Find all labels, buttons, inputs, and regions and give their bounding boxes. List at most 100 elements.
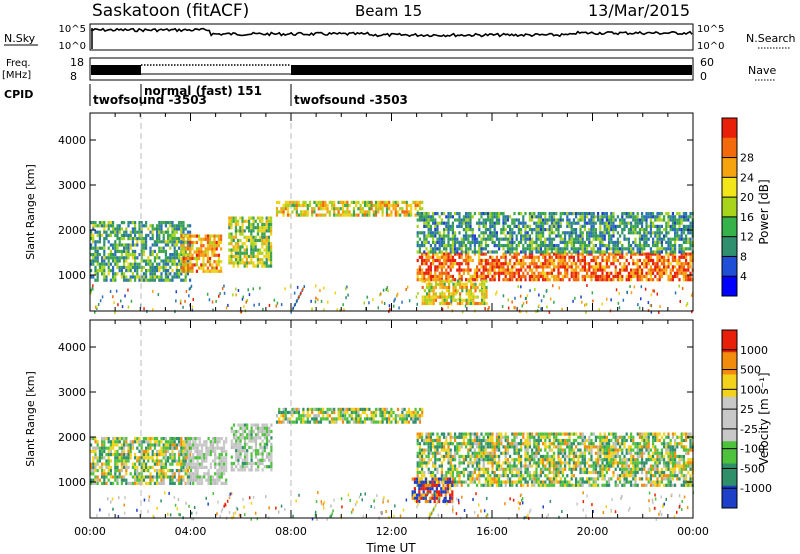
heatmap-cell: [243, 436, 247, 440]
heatmap-cell: [145, 246, 148, 250]
heatmap-cell: [103, 246, 106, 250]
heatmap-cell: [531, 278, 534, 282]
heatmap-cell: [180, 446, 183, 450]
heatmap-cell: [205, 443, 208, 447]
heatmap-cell: [542, 268, 545, 272]
heatmap-cell: [687, 268, 690, 272]
heatmap-cell: [456, 240, 459, 244]
heatmap-cell: [215, 266, 218, 270]
heatmap-cell: [632, 268, 635, 272]
heatmap-cell: [669, 250, 672, 254]
heatmap-cell: [216, 443, 219, 447]
heatmap-cell: [324, 417, 327, 421]
heatmap-cell: [302, 213, 305, 217]
heatmap-cell: [328, 213, 331, 217]
heatmap-cell: [421, 461, 424, 465]
heatmap-cell: [116, 469, 119, 473]
freq-band-right: [291, 65, 692, 75]
heatmap-cell: [592, 299, 594, 303]
heatmap-cell: [173, 237, 176, 241]
heatmap-cell: [123, 443, 126, 447]
heatmap-cell: [116, 259, 119, 263]
heatmap-cell: [173, 262, 176, 266]
heatmap-cell: [295, 210, 298, 214]
heatmap-cell: [577, 252, 580, 256]
heatmap-cell: [416, 271, 419, 275]
heatmap-cell: [445, 244, 448, 248]
heatmap-cell: [372, 210, 375, 214]
heatmap-cell: [120, 243, 123, 247]
heatmap-cell: [612, 228, 615, 232]
heatmap-cell: [211, 250, 214, 254]
heatmap-cell: [178, 443, 181, 447]
heatmap-cell: [388, 417, 391, 421]
heatmap-cell: [588, 221, 591, 225]
heatmap-cell: [434, 240, 437, 244]
heatmap-cell: [416, 464, 419, 468]
heatmap-cell: [270, 436, 273, 440]
heatmap-cell: [588, 237, 591, 241]
heatmap-cell: [315, 213, 318, 217]
heatmap-cell: [463, 282, 466, 286]
heatmap-cell: [594, 228, 597, 232]
heatmap-cell: [330, 203, 334, 208]
heatmap-cell: [491, 212, 494, 216]
heatmap-cell: [416, 250, 419, 254]
heatmap-cell: [232, 238, 235, 243]
heatmap-cell: [107, 272, 110, 276]
heatmap-cell: [451, 244, 454, 248]
heatmap-cell: [482, 231, 485, 235]
heatmap-cell: [495, 250, 498, 254]
heatmap-cell: [440, 250, 443, 254]
heatmap-cell: [180, 237, 183, 241]
heatmap-cell: [218, 459, 221, 463]
heatmap-cell: [192, 462, 195, 466]
heatmap-cell: [414, 410, 417, 415]
heatmap-cell: [480, 237, 483, 241]
heatmap-cell: [337, 407, 340, 411]
heatmap-cell: [654, 274, 657, 279]
heatmap-cell: [292, 306, 294, 310]
heatmap-cell: [237, 289, 240, 292]
heatmap-cell: [252, 261, 255, 265]
heatmap-cell: [270, 465, 273, 469]
heatmap-cell: [112, 224, 115, 228]
heatmap-cell: [513, 247, 516, 251]
heatmap-cell: [445, 252, 448, 256]
heatmap-cell: [153, 481, 156, 485]
heatmap-cell: [674, 244, 677, 248]
heatmap-cell: [250, 229, 253, 233]
heatmap-cell: [189, 459, 193, 463]
heatmap-cell: [623, 268, 626, 272]
heatmap-cell: [175, 269, 178, 273]
heatmap-cell: [682, 228, 685, 232]
heatmap-cell: [416, 224, 419, 228]
heatmap-cell: [456, 247, 459, 251]
heatmap-cell: [123, 243, 126, 247]
heatmap-cell: [291, 210, 294, 214]
heatmap-cell: [575, 278, 578, 282]
heatmap-cell: [592, 265, 595, 269]
heatmap-cell: [127, 459, 130, 463]
heatmap-cell: [254, 433, 258, 437]
heatmap-cell: [256, 226, 259, 230]
heatmap-cell: [654, 234, 657, 238]
heatmap-cell: [414, 407, 417, 411]
heatmap-cell: [471, 240, 474, 244]
heatmap-cell: [94, 481, 97, 485]
heatmap-cell: [564, 271, 567, 275]
heatmap-cell: [656, 237, 659, 241]
heatmap-cell: [230, 468, 233, 472]
heatmap-cell: [649, 215, 652, 219]
heatmap-cell: [180, 443, 183, 447]
heatmap-cell: [590, 258, 593, 263]
heatmap-cell: [427, 265, 430, 269]
heatmap-cell: [504, 271, 507, 275]
heatmap-cell: [634, 237, 637, 241]
heatmap-cell: [311, 307, 313, 311]
heatmap-cell: [465, 234, 468, 238]
heatmap-cell: [667, 224, 670, 228]
heatmap-cell: [171, 275, 174, 279]
heatmap-cell: [151, 443, 154, 447]
heatmap-cell: [286, 203, 290, 208]
